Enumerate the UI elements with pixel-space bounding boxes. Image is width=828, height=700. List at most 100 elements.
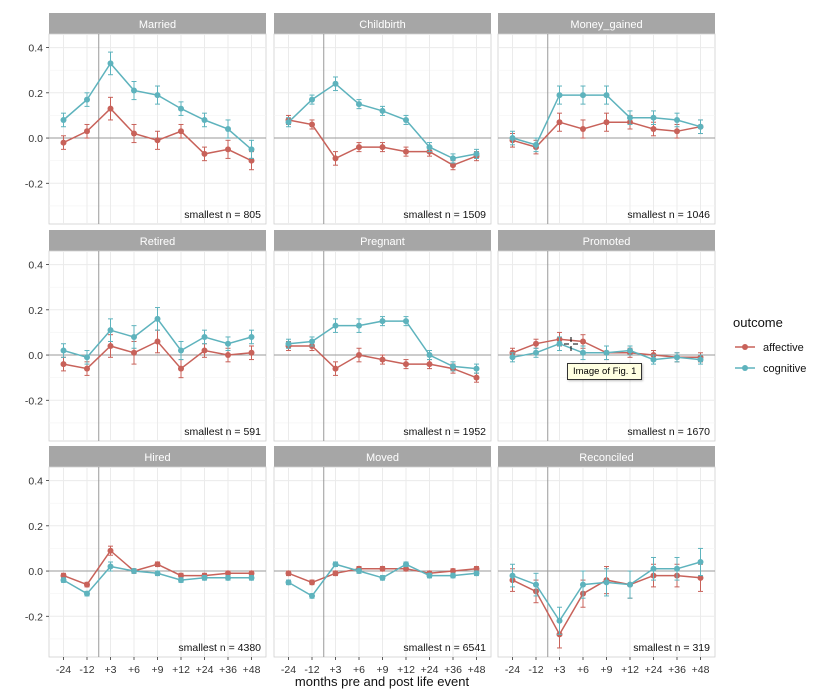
y-tick-label: 0.2 bbox=[28, 305, 43, 317]
panel-married: Married smallest n = 805 0.4 0.2 0.0 -0.2 bbox=[25, 13, 267, 225]
data-point-cognitive bbox=[650, 114, 657, 121]
data-point-affective bbox=[225, 352, 231, 359]
data-point-cognitive bbox=[379, 318, 386, 325]
data-point-affective bbox=[426, 361, 433, 368]
panel-hired: Hired smallest n = 4380 0.4 0.2 0.0 -0.2 -24 -1… bbox=[25, 446, 267, 676]
x-tick-label: +6 bbox=[577, 664, 589, 676]
data-point-cognitive bbox=[178, 347, 184, 354]
data-point-cognitive bbox=[556, 340, 563, 347]
data-point-cognitive bbox=[580, 581, 586, 588]
y-tick-label: -0.2 bbox=[25, 611, 43, 623]
x-tick-label: +12 bbox=[172, 664, 190, 676]
x-tick-label: +6 bbox=[353, 664, 365, 676]
data-point-affective bbox=[201, 347, 208, 354]
x-tick-label: -24 bbox=[281, 664, 296, 676]
y-tick-label: 0.4 bbox=[28, 476, 43, 488]
data-point-affective bbox=[556, 119, 563, 126]
data-point-affective bbox=[309, 579, 315, 586]
data-point-affective bbox=[107, 343, 114, 349]
x-tick-label: +12 bbox=[621, 664, 639, 676]
data-point-cognitive bbox=[154, 315, 161, 322]
y-tick-label: 0.0 bbox=[28, 133, 43, 145]
image-tooltip: Image of Fig. 1 bbox=[567, 363, 643, 380]
data-point-cognitive bbox=[473, 570, 480, 577]
x-axis-title: months pre and post life event bbox=[295, 674, 470, 689]
data-point-cognitive bbox=[697, 123, 704, 130]
data-point-affective bbox=[225, 146, 231, 153]
x-tick-label: +36 bbox=[219, 664, 237, 676]
panel-strip bbox=[274, 446, 491, 467]
data-point-cognitive bbox=[580, 92, 586, 99]
y-tick-label: -0.2 bbox=[25, 178, 43, 190]
data-point-cognitive bbox=[450, 363, 456, 370]
data-point-cognitive bbox=[450, 155, 456, 162]
x-tick-label: +12 bbox=[397, 664, 415, 676]
data-point-cognitive bbox=[285, 119, 292, 126]
data-point-cognitive bbox=[473, 150, 480, 157]
data-point-cognitive bbox=[556, 617, 563, 624]
data-point-cognitive bbox=[627, 581, 633, 588]
x-tick-label: +3 bbox=[330, 664, 342, 676]
data-point-affective bbox=[580, 126, 586, 132]
data-point-cognitive bbox=[248, 333, 255, 340]
data-point-cognitive bbox=[509, 135, 516, 142]
x-tick-label: +36 bbox=[668, 664, 686, 676]
data-point-affective bbox=[603, 119, 610, 126]
crosshair-cursor-icon bbox=[564, 337, 578, 351]
data-point-cognitive bbox=[84, 96, 90, 103]
data-point-cognitive bbox=[627, 347, 633, 354]
data-point-cognitive bbox=[60, 347, 67, 354]
data-point-cognitive bbox=[332, 322, 339, 329]
data-point-cognitive bbox=[356, 322, 362, 329]
sample-size-note: smallest n = 319 bbox=[633, 642, 710, 654]
sample-size-note: smallest n = 1509 bbox=[403, 209, 486, 221]
x-tick-label: +48 bbox=[243, 664, 261, 676]
x-tick-label: -24 bbox=[505, 664, 520, 676]
data-point-cognitive bbox=[556, 92, 563, 99]
x-tick-label: +9 bbox=[152, 664, 164, 676]
data-point-cognitive bbox=[403, 116, 409, 123]
data-point-cognitive bbox=[533, 349, 539, 356]
data-point-cognitive bbox=[131, 568, 137, 575]
legend-title: outcome bbox=[733, 315, 783, 330]
data-point-cognitive bbox=[131, 333, 137, 340]
data-point-cognitive bbox=[225, 574, 231, 581]
panel-title: Hired bbox=[144, 452, 170, 464]
data-point-affective bbox=[450, 568, 456, 575]
data-point-cognitive bbox=[225, 126, 231, 132]
data-point-cognitive bbox=[450, 572, 456, 579]
y-tick-label: 0.0 bbox=[28, 350, 43, 362]
data-point-cognitive bbox=[356, 101, 362, 108]
data-point-affective bbox=[178, 365, 184, 372]
panel-title: Childbirth bbox=[359, 19, 405, 31]
data-point-affective bbox=[697, 574, 704, 581]
sample-size-note: smallest n = 591 bbox=[184, 426, 261, 438]
data-point-cognitive bbox=[533, 581, 539, 588]
panel-title: Money_gained bbox=[570, 19, 642, 31]
panel-strip bbox=[498, 446, 715, 467]
data-point-cognitive bbox=[473, 365, 480, 372]
panel-title: Reconciled bbox=[579, 452, 633, 464]
data-point-cognitive bbox=[84, 590, 90, 597]
data-point-cognitive bbox=[248, 574, 255, 581]
data-point-affective bbox=[403, 361, 409, 368]
y-tick-label: -0.2 bbox=[25, 395, 43, 407]
x-tick-label: +24 bbox=[421, 664, 439, 676]
data-point-cognitive bbox=[426, 144, 433, 151]
data-point-cognitive bbox=[285, 579, 292, 586]
data-point-affective bbox=[403, 565, 409, 572]
data-point-affective bbox=[60, 139, 67, 146]
data-point-cognitive bbox=[60, 116, 67, 123]
data-point-cognitive bbox=[627, 114, 633, 121]
data-point-cognitive bbox=[426, 352, 433, 359]
panel-strip bbox=[49, 230, 266, 251]
data-point-affective bbox=[84, 581, 90, 588]
data-point-affective bbox=[178, 128, 184, 135]
data-point-affective bbox=[107, 547, 114, 554]
data-point-cognitive bbox=[403, 318, 409, 325]
panel-strip bbox=[274, 13, 491, 34]
data-point-cognitive bbox=[154, 570, 161, 577]
data-point-cognitive bbox=[426, 572, 433, 579]
data-point-cognitive bbox=[674, 116, 680, 123]
